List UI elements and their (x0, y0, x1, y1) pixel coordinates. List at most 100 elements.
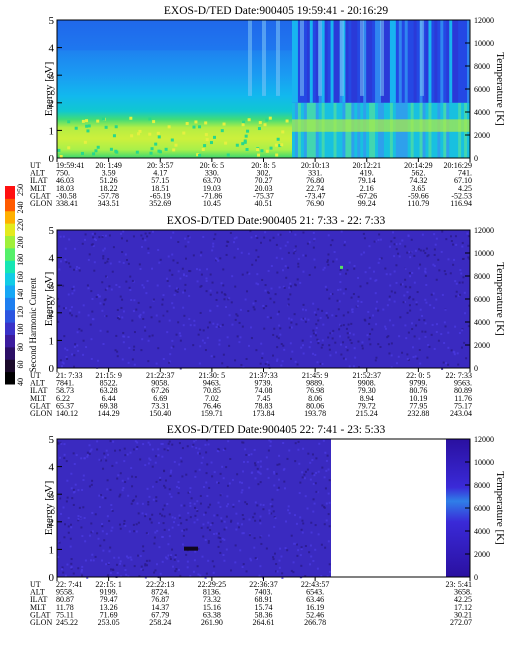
noise-pixel (368, 266, 371, 269)
noise-pixel (292, 561, 295, 564)
noise-pixel (166, 449, 169, 452)
table-cell: 150.40 (149, 409, 171, 418)
noise-pixel (116, 571, 119, 574)
noise-pixel (261, 278, 264, 281)
noise-pixel (155, 362, 158, 365)
noise-pixel (120, 306, 123, 309)
noise-pixel (145, 564, 148, 567)
noise-pixel (352, 293, 355, 296)
noise-pixel (147, 360, 150, 363)
spectrum-pixel (170, 138, 174, 142)
noise-pixel (406, 357, 409, 360)
noise-pixel (206, 336, 209, 339)
table-cell: 9558. (56, 588, 74, 597)
noise-pixel (362, 232, 365, 235)
noise-pixel (300, 528, 303, 531)
spectrum-pixel (101, 117, 105, 121)
table-cell: 110.79 (408, 199, 430, 208)
table-cell: 20: 8: 5 (251, 161, 275, 170)
noise-pixel (440, 250, 443, 253)
noise-pixel (109, 262, 112, 265)
noise-pixel (113, 556, 116, 559)
noise-pixel (206, 494, 209, 497)
noise-pixel (106, 479, 109, 482)
noise-pixel (86, 284, 89, 287)
noise-pixel (151, 267, 154, 270)
noise-pixel (258, 574, 261, 577)
noise-pixel (98, 295, 101, 298)
noise-pixel (177, 568, 180, 571)
noise-pixel (235, 512, 238, 515)
spectrum-streak (248, 20, 252, 96)
noise-pixel (175, 485, 178, 488)
noise-pixel (175, 287, 178, 290)
noise-pixel (238, 341, 241, 344)
noise-pixel (205, 280, 208, 283)
noise-pixel (122, 487, 125, 490)
noise-pixel (222, 268, 225, 271)
noise-pixel (302, 270, 305, 273)
noise-pixel (278, 559, 281, 562)
noise-pixel (184, 283, 187, 286)
colorbar-tick-label: 250 (16, 184, 25, 196)
noise-pixel (129, 556, 132, 559)
noise-pixel (246, 460, 249, 463)
table-cell: 22:22:13 (146, 580, 174, 589)
noise-pixel (363, 237, 366, 240)
noise-pixel (161, 560, 164, 563)
noise-pixel (275, 570, 278, 573)
noise-pixel (236, 335, 239, 338)
noise-pixel (69, 265, 72, 268)
noise-pixel (142, 545, 145, 548)
noise-pixel (299, 481, 302, 484)
noise-pixel (159, 512, 162, 515)
noise-pixel (190, 497, 193, 500)
noise-pixel (119, 493, 122, 496)
row-label: GLAT (30, 610, 51, 619)
table-cell: 266.78 (304, 618, 326, 627)
noise-pixel (395, 362, 398, 365)
spectrum-column (345, 20, 349, 103)
noise-pixel (257, 255, 260, 258)
noise-pixel (272, 236, 275, 239)
noise-pixel (163, 528, 166, 531)
noise-pixel (119, 527, 122, 530)
noise-pixel (375, 323, 378, 326)
noise-pixel (146, 235, 149, 238)
noise-pixel (178, 332, 181, 335)
row-label: ALT (30, 588, 45, 597)
spectrum-column (401, 20, 406, 103)
table-cell: 57.15 (151, 176, 169, 185)
table-cell: 74.32 (409, 176, 427, 185)
noise-pixel (214, 257, 217, 260)
noise-pixel (90, 357, 93, 360)
noise-pixel (412, 298, 415, 301)
noise-pixel (178, 514, 181, 517)
noise-pixel (234, 285, 237, 288)
table-cell: 20: 1:49 (95, 161, 121, 170)
noise-pixel (73, 268, 76, 271)
noise-pixel (205, 290, 208, 293)
noise-pixel (172, 231, 175, 234)
noise-pixel (408, 272, 411, 275)
colorbar-cell (5, 223, 15, 236)
noise-pixel (105, 532, 108, 535)
noise-pixel (78, 506, 81, 509)
noise-pixel (222, 449, 225, 452)
spectrum-streak (276, 20, 280, 96)
noise-pixel (323, 476, 326, 479)
noise-pixel (424, 252, 427, 255)
noise-pixel (97, 537, 100, 540)
noise-pixel (77, 515, 80, 518)
noise-pixel (319, 316, 322, 319)
noise-pixel (360, 253, 363, 256)
noise-pixel (316, 361, 319, 364)
noise-pixel (210, 355, 213, 358)
noise-pixel (375, 307, 378, 310)
noise-pixel (418, 349, 421, 352)
temperature-axis-label: Temperature [K] (494, 471, 505, 544)
noise-pixel (138, 263, 141, 266)
noise-pixel (96, 532, 99, 535)
noise-pixel (187, 235, 190, 238)
noise-pixel (228, 314, 231, 317)
